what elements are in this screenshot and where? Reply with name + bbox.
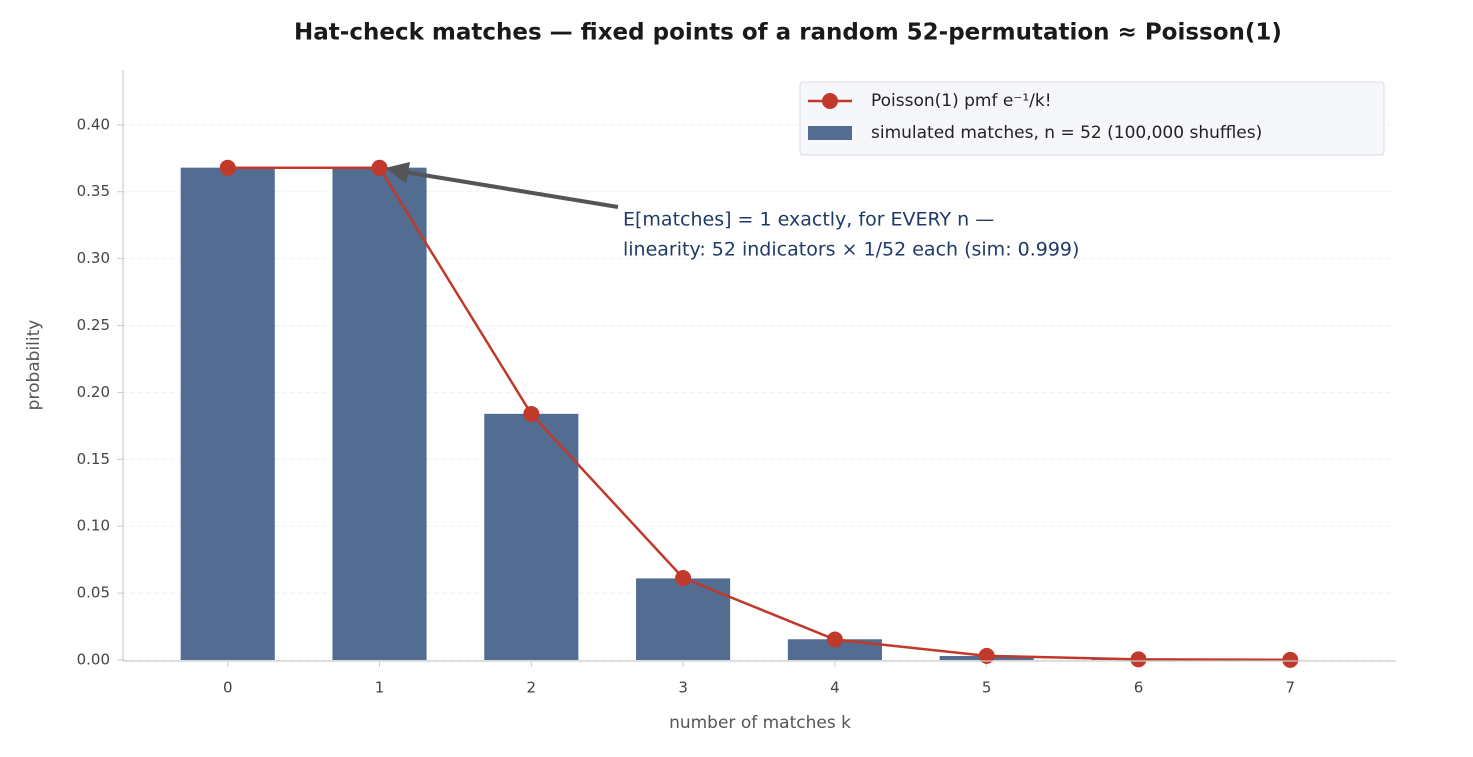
legend-label: simulated matches, n = 52 (100,000 shuff… <box>871 123 1262 143</box>
bar <box>787 639 882 660</box>
marker <box>523 405 540 422</box>
annotation-text: E[matches] = 1 exactly, for EVERY n — <box>623 209 994 231</box>
marker <box>978 647 995 664</box>
marker <box>371 159 388 176</box>
x-tick-label: 6 <box>1134 679 1144 697</box>
y-tick-label: 0.25 <box>77 316 110 334</box>
marker <box>1282 651 1299 668</box>
y-tick-label: 0.00 <box>77 651 110 669</box>
y-tick-label: 0.15 <box>77 450 110 468</box>
bar <box>484 413 579 660</box>
x-tick-label: 1 <box>375 679 385 697</box>
bar <box>332 167 427 660</box>
marker <box>675 569 692 586</box>
annotation-text: linearity: 52 indicators × 1/52 each (si… <box>623 239 1079 261</box>
x-tick-label: 7 <box>1285 679 1295 697</box>
y-tick-label: 0.40 <box>77 115 110 133</box>
marker <box>219 159 236 176</box>
legend-swatch <box>808 126 852 140</box>
x-tick-label: 5 <box>982 679 992 697</box>
x-tick-label: 3 <box>678 679 688 697</box>
x-tick-label: 2 <box>527 679 537 697</box>
y-tick-label: 0.20 <box>77 383 110 401</box>
y-tick-label: 0.05 <box>77 584 110 602</box>
annotation-arrow <box>404 170 619 209</box>
y-tick-label: 0.10 <box>77 517 110 535</box>
y-tick-label: 0.30 <box>77 249 110 267</box>
line <box>227 166 1291 662</box>
annotation: E[matches] = 1 exactly, for EVERY n — li… <box>385 162 1079 261</box>
legend-label: Poisson(1) pmf e⁻¹/k! <box>871 91 1052 111</box>
marker <box>826 631 843 648</box>
legend-swatch <box>822 93 838 109</box>
x-axis-label: number of matches k <box>669 713 851 733</box>
legend: Poisson(1) pmf e⁻¹/k! simulated matches, … <box>799 81 1385 156</box>
x-tick-label: 4 <box>830 679 840 697</box>
bar <box>180 167 275 660</box>
legend-box <box>799 81 1385 156</box>
plot-area <box>180 159 1299 668</box>
y-axis-label: probability <box>24 320 44 411</box>
y-tick-label: 0.35 <box>77 182 110 200</box>
x-tick-label: 0 <box>223 679 233 697</box>
chart-title: Hat-check matches — fixed points of a ra… <box>294 20 1282 46</box>
annotation-arrowhead <box>385 162 410 183</box>
marker <box>1130 651 1147 668</box>
